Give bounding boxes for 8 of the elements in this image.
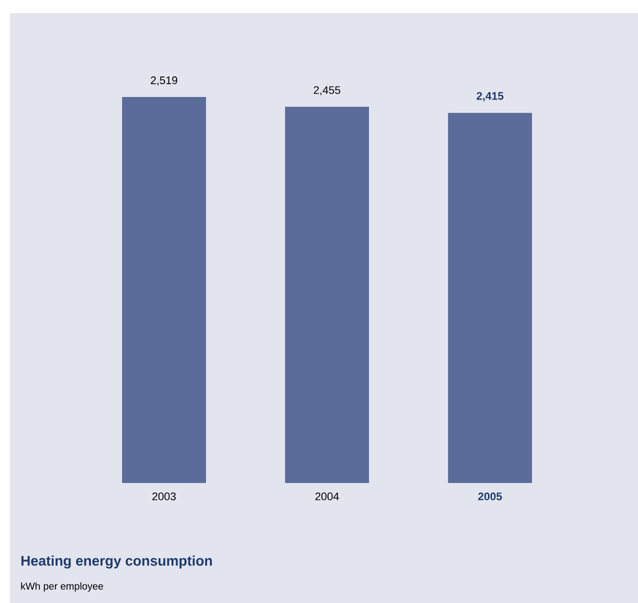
x-tick-label: 2003 bbox=[152, 492, 176, 500]
text: kWh per employee bbox=[21, 582, 104, 592]
data-label: 2,455 bbox=[314, 86, 340, 96]
data-label: 2,415 bbox=[476, 92, 504, 102]
data-label: 2,519 bbox=[150, 76, 178, 86]
x-tick-label: 2005 bbox=[478, 492, 502, 500]
text: Heating energy consumption bbox=[21, 555, 212, 569]
x-tick-label: 2004 bbox=[315, 492, 339, 500]
